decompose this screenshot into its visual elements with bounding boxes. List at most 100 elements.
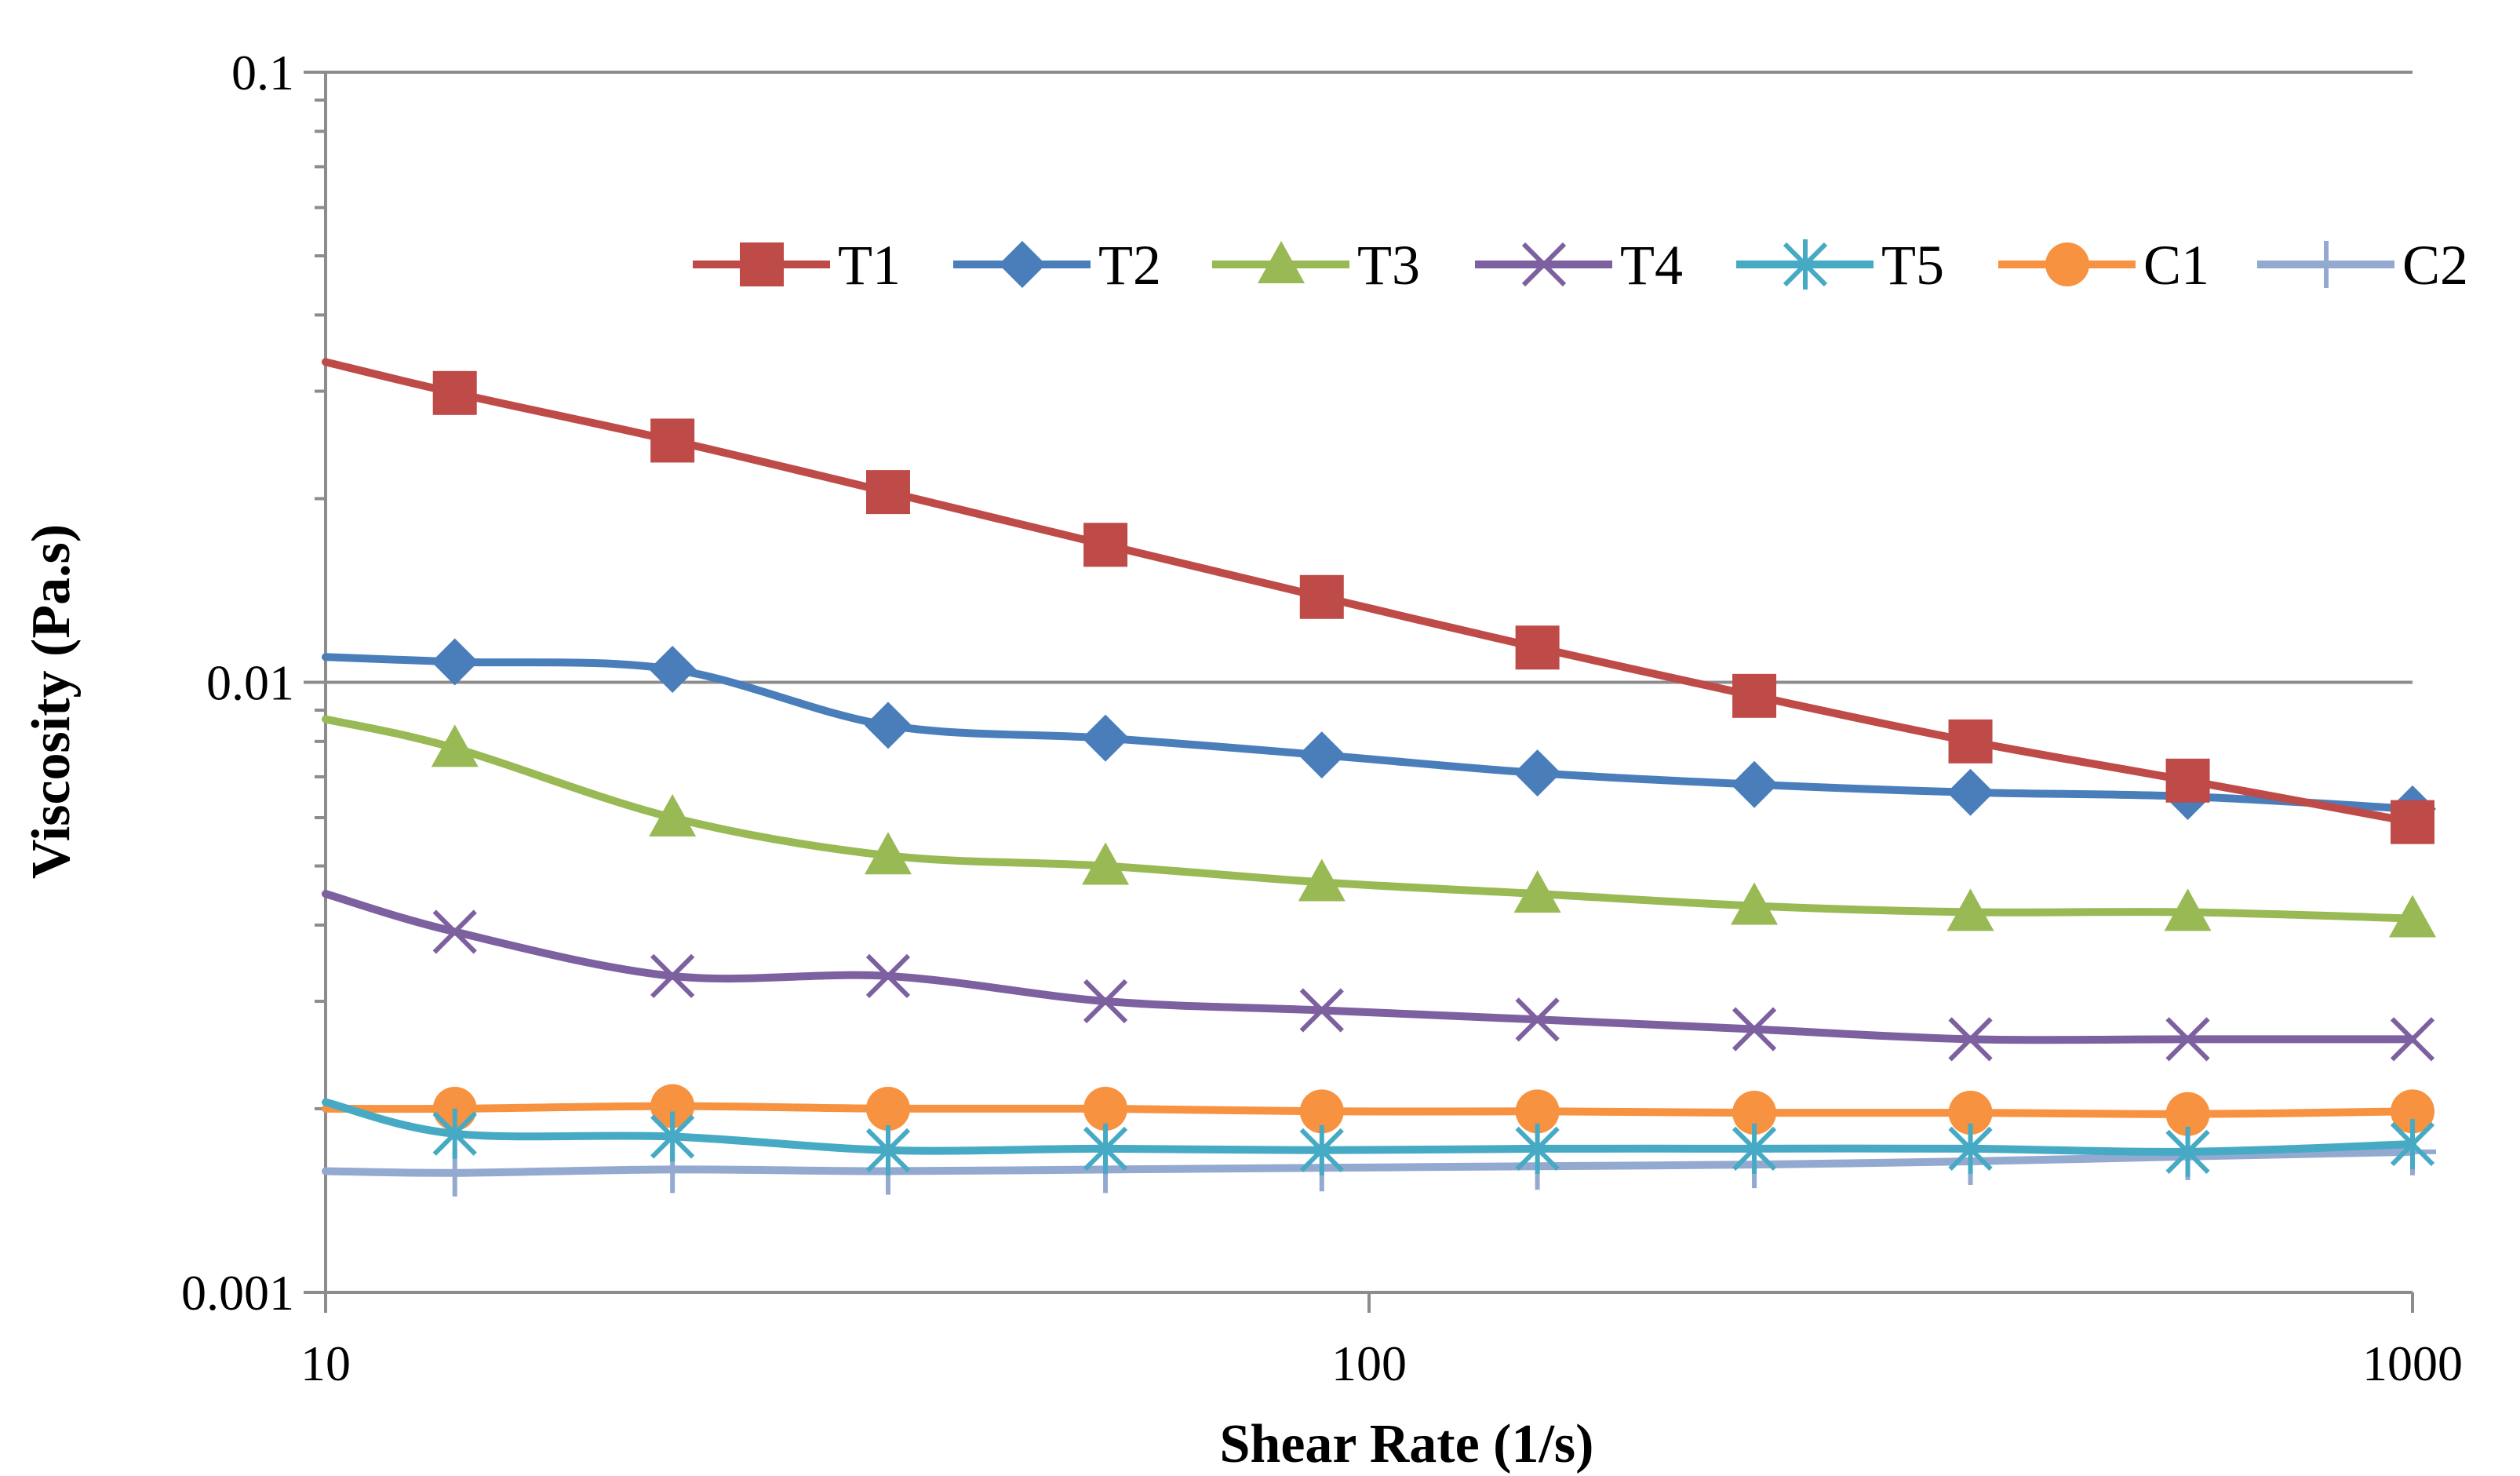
data-point-t3 [1513, 870, 1561, 913]
x-tick-label: 10 [300, 1336, 351, 1391]
data-point-t1 [1948, 719, 1993, 764]
data-point-t2 [864, 702, 912, 749]
data-point-t4 [1948, 1017, 1993, 1062]
legend-marker-c2 [2303, 241, 2350, 288]
data-point-t1 [2391, 800, 2434, 844]
legend-item-t2: T2 [953, 234, 1161, 297]
legend-label-t1: T1 [838, 234, 901, 297]
series-line-t1 [322, 358, 2416, 826]
series-line-t5 [322, 1098, 2416, 1156]
legend-marker-t4 [1521, 242, 1567, 287]
data-point-t5 [2390, 1119, 2435, 1170]
data-point-t2 [1513, 749, 1561, 797]
data-point-t1 [650, 418, 695, 463]
data-point-c1 [1732, 1091, 1777, 1135]
data-point-t1 [2165, 758, 2210, 803]
y-axis-title: Viscosity (Pa.s) [21, 524, 82, 879]
data-point-t2 [1298, 731, 1346, 779]
data-point-t3 [1946, 888, 1994, 931]
legend-marker-c1 [2045, 242, 2089, 286]
data-point-t3 [431, 724, 479, 767]
series-t3 [322, 715, 2436, 938]
legend-label-c2: C2 [2402, 234, 2468, 297]
data-point-c1 [650, 1084, 695, 1128]
data-point-t5 [432, 1108, 477, 1159]
legend-item-c2: C2 [2257, 234, 2468, 297]
data-point-t5 [1732, 1123, 1777, 1174]
series-t4 [322, 890, 2435, 1062]
data-point-t1 [1515, 625, 1560, 670]
legend-item-c1: C1 [1998, 234, 2209, 297]
legend-item-t3: T3 [1212, 234, 1420, 297]
data-point-t1 [1083, 523, 1128, 567]
data-point-t5 [1299, 1124, 1344, 1175]
data-point-t3 [2389, 895, 2436, 938]
data-point-t4 [2390, 1017, 2435, 1062]
data-point-t3 [1082, 842, 1130, 885]
data-point-c1 [865, 1086, 910, 1131]
data-point-t3 [2164, 888, 2212, 931]
data-point-t2 [431, 638, 479, 686]
data-point-t2 [1731, 760, 1779, 808]
data-point-t5 [865, 1124, 911, 1175]
legend: T1 T2 T3 T4 T5 C1 C2 [693, 234, 2468, 297]
data-point-t5 [1948, 1123, 1993, 1174]
data-point-t3 [864, 832, 912, 875]
y-tick-label: 0.001 [181, 1265, 294, 1321]
series [322, 358, 2436, 1197]
y-tick-label: 0.01 [206, 655, 294, 711]
data-point-t3 [1731, 882, 1779, 925]
x-tick-label: 100 [1331, 1336, 1407, 1391]
legend-marker-t3 [1258, 241, 1305, 283]
data-point-t4 [1732, 1007, 1777, 1051]
legend-label-t2: T2 [1098, 234, 1161, 297]
data-point-t4 [2165, 1017, 2210, 1062]
data-point-t3 [1298, 858, 1346, 902]
legend-label-t3: T3 [1357, 234, 1420, 297]
data-point-t4 [865, 953, 911, 998]
series-line-c1 [322, 1102, 2416, 1118]
series-t5 [322, 1098, 2435, 1177]
data-point-c1 [1948, 1091, 1993, 1135]
legend-label-t4: T4 [1620, 234, 1683, 297]
data-point-t1 [1299, 574, 1344, 619]
legend-marker-t2 [999, 241, 1046, 288]
data-point-t4 [432, 909, 477, 954]
data-point-t5 [2165, 1126, 2210, 1177]
x-axis-title: Shear Rate (1/s) [1220, 1414, 1594, 1474]
data-point-t4 [1299, 988, 1344, 1033]
axes: 0.001 0.01 0.1 10 100 1000 [181, 45, 2463, 1391]
data-point-t2 [1082, 714, 1130, 762]
data-point-t2 [649, 646, 697, 694]
data-point-c1 [1299, 1089, 1344, 1134]
data-point-t5 [1515, 1123, 1560, 1174]
data-point-t5 [1083, 1123, 1128, 1174]
series-t1 [322, 358, 2434, 844]
data-point-c1 [2391, 1089, 2434, 1134]
series-line-t3 [322, 715, 2416, 923]
data-point-t1 [865, 470, 910, 515]
data-point-c1 [1083, 1086, 1128, 1131]
series-c1 [322, 1084, 2434, 1136]
legend-marker-t1 [740, 242, 784, 286]
x-tick-label: 1000 [2362, 1336, 2463, 1391]
legend-label-c1: C1 [2143, 234, 2209, 297]
data-point-t5 [650, 1111, 695, 1162]
y-tick-label: 0.1 [231, 45, 294, 100]
data-point-c1 [2165, 1092, 2210, 1136]
legend-label-t5: T5 [1881, 234, 1944, 297]
data-point-t1 [432, 370, 477, 415]
data-point-t4 [1083, 979, 1128, 1024]
data-point-t1 [1732, 673, 1777, 718]
data-point-t2 [1946, 768, 1994, 816]
series-line-t4 [322, 890, 2416, 1044]
gridlines [326, 71, 2413, 684]
legend-item-t5: T5 [1736, 234, 1944, 297]
data-point-t4 [650, 953, 695, 998]
data-point-c1 [1515, 1089, 1560, 1134]
data-point-t4 [1515, 997, 1560, 1042]
legend-marker-t5 [1783, 239, 1828, 290]
series-t2 [322, 638, 2436, 833]
data-point-t3 [649, 793, 697, 836]
